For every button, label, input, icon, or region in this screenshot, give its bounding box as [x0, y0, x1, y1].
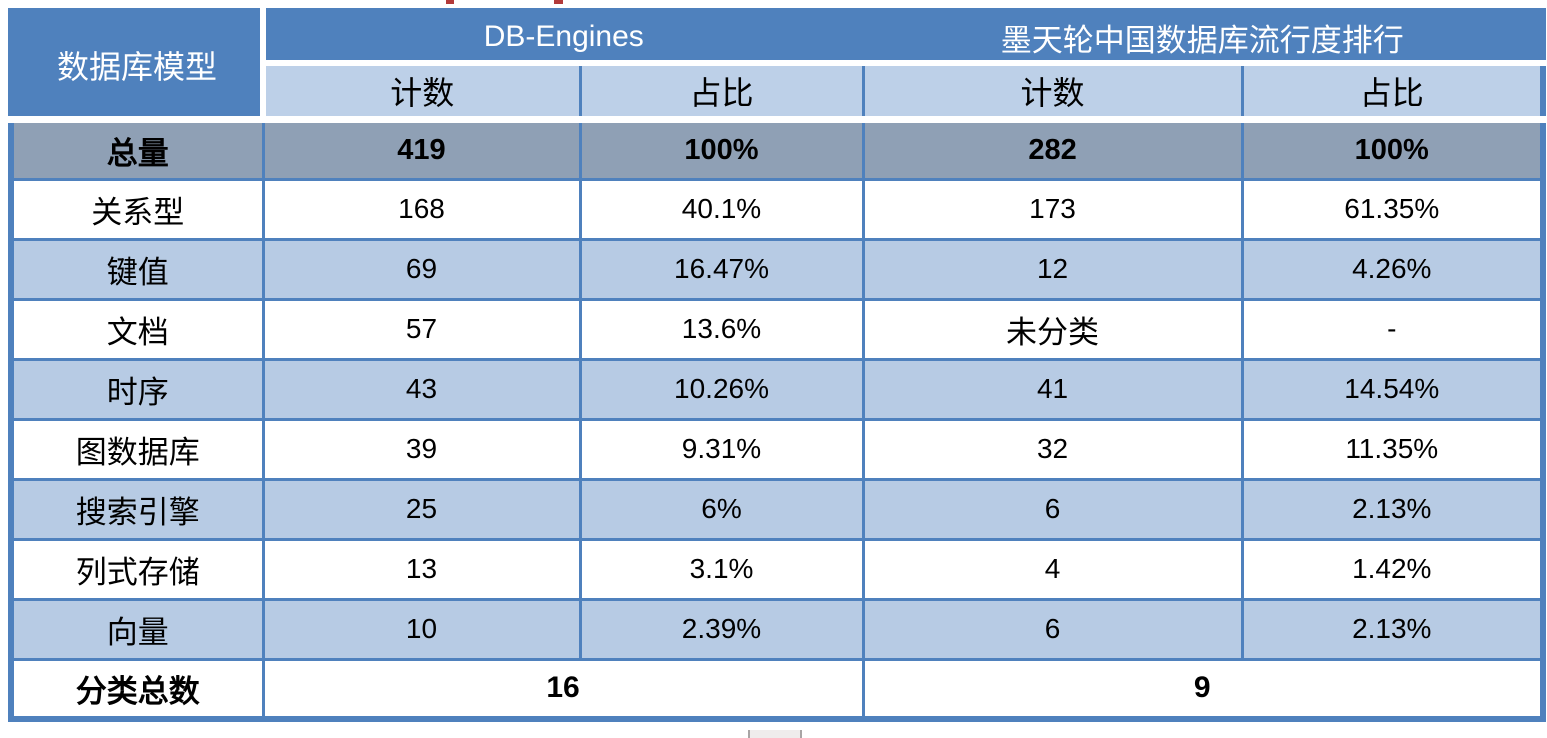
row-time-series: 时序 43 10.26% 41 14.54% — [9, 357, 1545, 421]
cell-motianlun-share: 4.26% — [1240, 237, 1545, 301]
row-label: 分类总数 — [9, 657, 265, 721]
cell-dbengines-share: 100% — [578, 115, 865, 181]
row-document: 文档 57 13.6% 未分类 - — [9, 297, 1545, 361]
cell-dbengines-share: 6% — [578, 477, 865, 541]
row-relational: 关系型 168 40.1% 173 61.35% — [9, 177, 1545, 241]
sub-header-row: 计数 占比 计数 占比 — [11, 61, 1545, 121]
row-vector: 向量 10 2.39% 6 2.13% — [9, 597, 1545, 661]
subheader-dbengines-share: 占比 — [578, 61, 865, 121]
row-search-engine: 搜索引擎 25 6% 6 2.13% — [9, 477, 1545, 541]
group-header-motianlun: 墨天轮中国数据库流行度排行 — [861, 9, 1545, 66]
cell-dbengines-share: 13.6% — [578, 297, 865, 361]
row-key-value: 键值 69 16.47% 12 4.26% — [9, 237, 1545, 301]
cell-motianlun-count: 未分类 — [861, 297, 1244, 361]
cell-dbengines-count: 10 — [261, 597, 582, 661]
bottom-edge-gray-artifact — [748, 730, 802, 738]
row-label: 搜索引擎 — [9, 477, 265, 541]
cell-motianlun-count: 6 — [861, 597, 1244, 661]
group-header-db-engines: DB-Engines — [261, 9, 865, 66]
cell-dbengines-count: 69 — [261, 237, 582, 301]
cell-dbengines-category-total: 16 — [261, 657, 865, 721]
cell-dbengines-count: 57 — [261, 297, 582, 361]
cell-dbengines-count: 25 — [261, 477, 582, 541]
cell-motianlun-count: 6 — [861, 477, 1244, 541]
row-category-total: 分类总数 16 9 — [9, 657, 1545, 721]
cell-dbengines-share: 16.47% — [578, 237, 865, 301]
subheader-motianlun-share: 占比 — [1240, 61, 1545, 121]
cell-motianlun-share: 100% — [1240, 115, 1545, 181]
cell-motianlun-share: 14.54% — [1240, 357, 1545, 421]
cell-motianlun-count: 41 — [861, 357, 1244, 421]
top-edge-red-artifact — [446, 0, 454, 4]
cell-dbengines-count: 13 — [261, 537, 582, 601]
cell-motianlun-share: - — [1240, 297, 1545, 361]
cell-motianlun-share: 61.35% — [1240, 177, 1545, 241]
cell-dbengines-share: 3.1% — [578, 537, 865, 601]
row-label: 列式存储 — [9, 537, 265, 601]
cell-dbengines-count: 168 — [261, 177, 582, 241]
row-graph: 图数据库 39 9.31% 32 11.35% — [9, 417, 1545, 481]
corner-header: 数据库模型 — [9, 9, 266, 121]
cell-motianlun-category-total: 9 — [861, 657, 1545, 721]
cell-motianlun-share: 1.42% — [1240, 537, 1545, 601]
cell-dbengines-share: 9.31% — [578, 417, 865, 481]
cell-dbengines-count: 43 — [261, 357, 582, 421]
cell-dbengines-share: 40.1% — [578, 177, 865, 241]
cell-motianlun-count: 173 — [861, 177, 1244, 241]
row-total: 总量 419 100% 282 100% — [9, 115, 1545, 181]
cell-motianlun-share: 2.13% — [1240, 597, 1545, 661]
row-label: 时序 — [9, 357, 265, 421]
cell-motianlun-share: 11.35% — [1240, 417, 1545, 481]
group-header-row: 数据库模型 DB-Engines 墨天轮中国数据库流行度排行 — [9, 9, 1545, 121]
row-label: 关系型 — [9, 177, 265, 241]
cell-motianlun-count: 282 — [861, 115, 1244, 181]
cell-dbengines-count: 39 — [261, 417, 582, 481]
row-columnar: 列式存储 13 3.1% 4 1.42% — [9, 537, 1545, 601]
subheader-dbengines-count: 计数 — [261, 61, 582, 121]
top-edge-red-artifact — [554, 0, 563, 4]
row-label: 文档 — [9, 297, 265, 361]
row-label: 总量 — [9, 115, 265, 181]
subheader-motianlun-count: 计数 — [861, 61, 1244, 121]
row-label: 键值 — [9, 237, 265, 301]
cell-motianlun-count: 12 — [861, 237, 1244, 301]
cell-dbengines-share: 2.39% — [578, 597, 865, 661]
row-label: 图数据库 — [9, 417, 265, 481]
cell-motianlun-count: 4 — [861, 537, 1244, 601]
cell-dbengines-count: 419 — [261, 115, 582, 181]
row-label: 向量 — [9, 597, 265, 661]
cell-motianlun-count: 32 — [861, 417, 1244, 481]
db-popularity-comparison-table: 数据库模型 DB-Engines 墨天轮中国数据库流行度排行 计数 占比 计数 … — [8, 8, 1547, 722]
table-container: 数据库模型 DB-Engines 墨天轮中国数据库流行度排行 计数 占比 计数 … — [8, 8, 1547, 722]
cell-dbengines-share: 10.26% — [578, 357, 865, 421]
cell-motianlun-share: 2.13% — [1240, 477, 1545, 541]
